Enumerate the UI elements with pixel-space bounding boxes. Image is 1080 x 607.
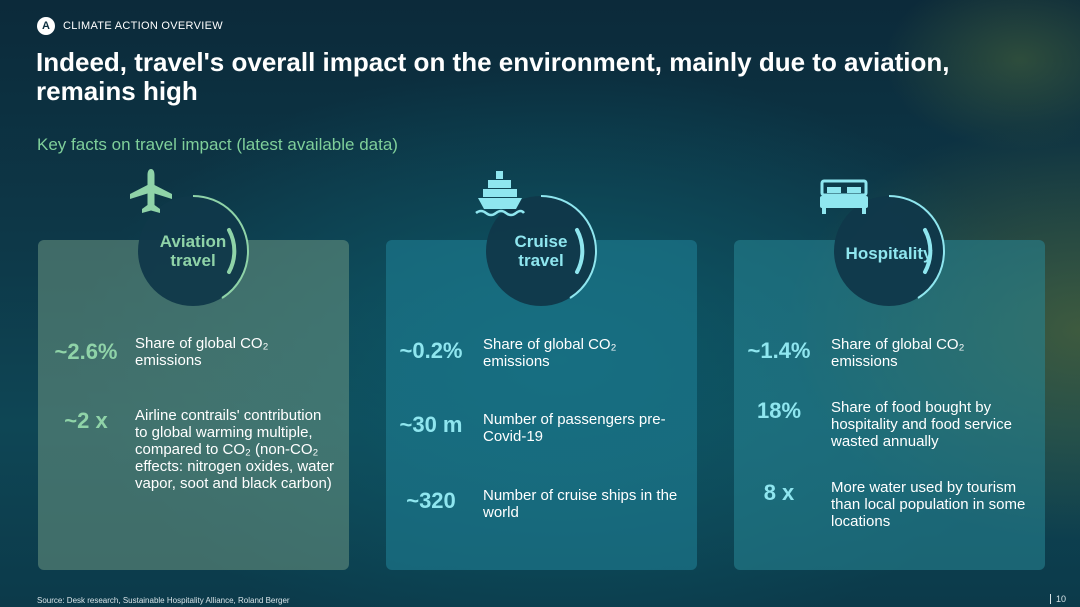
fact-description: More water used by tourism than local po… [831, 479, 1026, 530]
category-label: Aviation travel [159, 232, 227, 270]
category-label: Cruise travel [514, 232, 568, 270]
cruise-badge: Cruise travel [480, 190, 602, 312]
fact-value: ~30 m [399, 412, 463, 437]
fact-description: Number of cruise ships in the world [483, 487, 678, 521]
fact-value: ~2.6% [54, 339, 118, 364]
cruise-ship-icon [474, 168, 526, 225]
slide-title: Indeed, travel's overall impact on the e… [36, 47, 950, 106]
fact-description: Airline contrails' contribution to globa… [135, 407, 334, 492]
slide-subtitle: Key facts on travel impact (latest avail… [37, 135, 398, 154]
fact-value: ~0.2% [399, 338, 463, 363]
fact-description: Share of global CO₂ emissions [831, 336, 965, 370]
section-badge: A [37, 17, 55, 35]
fact-value: ~2 x [64, 408, 108, 433]
fact-description: Share of global CO₂ emissions [135, 335, 269, 369]
fact-description: Share of global CO₂ emissions [483, 336, 617, 370]
slide-header: A CLIMATE ACTION OVERVIEW [37, 17, 223, 35]
airplane-icon [128, 167, 174, 222]
aviation-badge: Aviation travel [132, 190, 254, 312]
fact-value: ~320 [406, 488, 456, 513]
fact-description: Share of food bought by hospitality and … [831, 399, 1012, 450]
fact-description: Number of passengers pre-Covid-19 [483, 411, 666, 445]
hospitality-badge: Hospitality [828, 190, 950, 312]
category-label: Hospitality [845, 243, 933, 263]
fact-value: ~1.4% [747, 338, 811, 363]
source-note: Source: Desk research, Sustainable Hospi… [37, 596, 290, 605]
page-number: 10 [1050, 594, 1066, 604]
fact-value: 8 x [763, 480, 795, 505]
section-label: CLIMATE ACTION OVERVIEW [63, 20, 223, 32]
bed-icon [818, 178, 870, 223]
fact-value: 18% [756, 398, 802, 423]
